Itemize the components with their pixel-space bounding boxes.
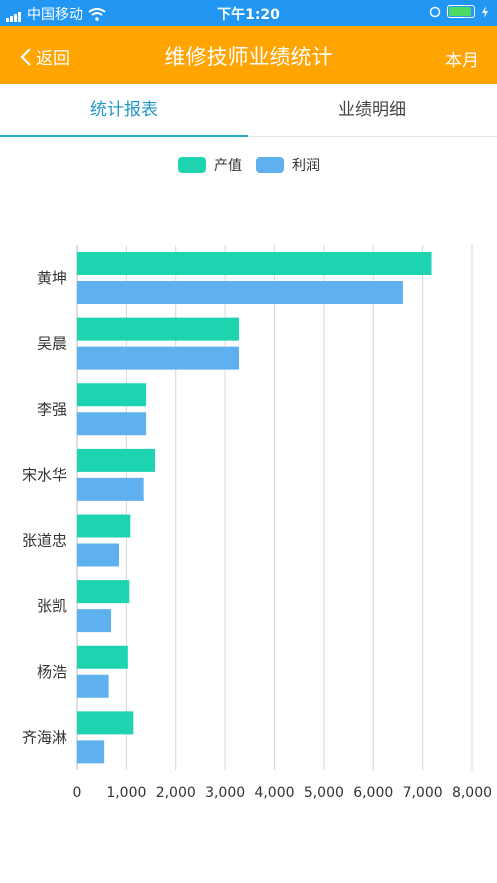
status-bar: 中国移动 下午1:20 (0, 0, 497, 26)
bar-output (77, 645, 128, 669)
tab-bar: 统计报表 业绩明细 (0, 84, 497, 137)
tab-statistics[interactable]: 统计报表 (0, 84, 248, 137)
period-button[interactable]: 本月 (445, 51, 479, 71)
category-label: 杨浩 (37, 663, 67, 681)
bar-output (77, 252, 432, 275)
x-tick-label: 4,000 (254, 785, 294, 801)
x-tick-label: 0 (73, 785, 82, 801)
legend-label: 利润 (292, 158, 320, 174)
bar-profit (77, 609, 112, 633)
x-tick-label: 2,000 (156, 785, 196, 801)
tab-details[interactable]: 业绩明细 (338, 100, 406, 120)
signal-icon (6, 6, 22, 22)
x-tick-label: 7,000 (403, 785, 443, 801)
bar-profit (77, 412, 147, 436)
bar-output (77, 317, 239, 341)
nav-header: 返回 维修技师业绩统计 本月 (0, 26, 497, 84)
status-time: 下午1:20 (217, 7, 280, 23)
chevron-left-icon (20, 47, 31, 66)
status-right (429, 5, 489, 18)
carrier-label: 中国移动 (27, 7, 83, 23)
orientation-lock-icon (429, 6, 441, 17)
bar-profit (77, 674, 109, 698)
status-left: 中国移动 (6, 4, 106, 24)
performance-chart: 0 1,000 2,000 3,000 4,000 5,000 6,000 7,000 8,00… (22, 157, 492, 801)
bar-output (77, 580, 130, 604)
category-label: 黄坤 (37, 269, 67, 287)
category-label: 宋水华 (22, 466, 67, 484)
bar-output (77, 448, 156, 472)
wifi-icon (88, 7, 106, 21)
bar-profit (77, 477, 144, 501)
bar-profit (77, 543, 119, 567)
category-label: 李强 (37, 400, 67, 418)
bar-output (77, 383, 147, 407)
x-tick-label: 5,000 (304, 785, 344, 801)
bar-output (77, 711, 134, 735)
back-label: 返回 (36, 49, 70, 69)
category-label: 张道忠 (22, 532, 67, 550)
bar-profit (77, 740, 105, 764)
page-title: 维修技师业绩统计 (164, 45, 333, 69)
battery-icon (447, 5, 475, 18)
bar-output (77, 514, 131, 538)
x-tick-label: 6,000 (353, 785, 393, 801)
bar-profit (77, 281, 403, 304)
legend-label: 产值 (214, 158, 242, 174)
category-label: 张凯 (37, 597, 67, 615)
x-tick-label: 1,000 (106, 785, 146, 801)
x-tick-label: 8,000 (452, 785, 492, 801)
back-button[interactable]: 返回 (20, 44, 70, 69)
category-label: 齐海淋 (22, 728, 67, 746)
legend-swatch (256, 157, 284, 173)
bar-profit (77, 346, 239, 370)
charging-icon (482, 5, 488, 18)
x-tick-label: 3,000 (205, 785, 245, 801)
legend-swatch (178, 157, 206, 173)
category-label: 吴晨 (37, 335, 67, 353)
